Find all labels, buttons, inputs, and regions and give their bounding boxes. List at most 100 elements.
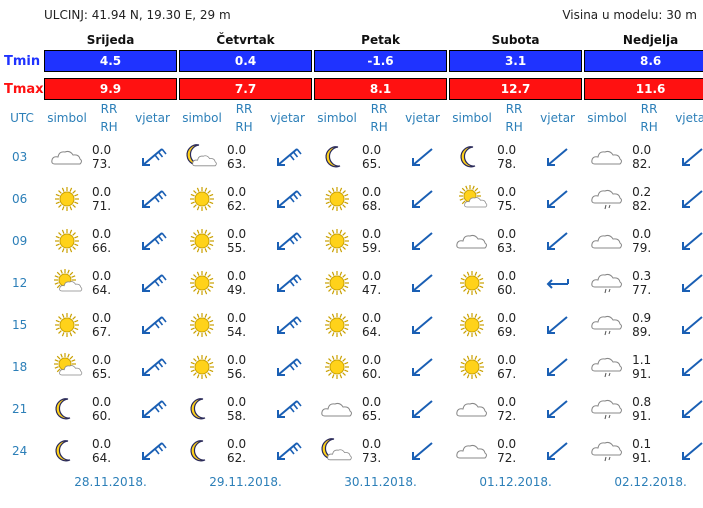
rr-rh-value: 0.0 60. [497,262,531,304]
rr-value: 0.0 [227,227,247,241]
wind-arrow-ne-icon [533,388,582,430]
rr-header: RR [370,102,388,116]
raincloud-icon [584,388,630,430]
rr-rh-header: RR RH [92,100,126,136]
cloud-icon [449,220,495,262]
rh-value: 78. [497,157,517,171]
tmax-value: 7.7 [179,78,313,100]
sun-icon [314,262,360,304]
rr-rh-value: 0.0 68. [362,178,396,220]
wind-arrow-nne-icon [128,262,177,304]
rr-value: 0.0 [92,311,112,325]
wind-arrow-nne-icon [128,430,177,472]
sun-icon [179,262,225,304]
rh-value: 82. [632,157,652,171]
day-date: 30.11.2018. [344,475,417,489]
wind-arrow-nne-icon [263,178,312,220]
forecast-row: 12 0.0 64. 0.0 49. 0.0 47. 0.0 60. 0.3 77. [2,262,703,304]
rh-header: RH [370,120,388,134]
rr-value: 0.0 [497,437,517,451]
cloud-icon [314,388,360,430]
rr-rh-value: 0.0 67. [92,304,126,346]
rh-value: 68. [362,199,382,213]
wind-arrow-ne-icon [668,430,703,472]
rr-value: 0.0 [632,227,652,241]
wind-arrow-ne-icon [533,136,582,178]
rr-value: 0.0 [497,269,517,283]
day-name: Subota [491,33,540,47]
moon-icon [449,136,495,178]
rr-value: 0.0 [92,437,112,451]
wind-header: vjetar [270,111,305,125]
forecast-row: 15 0.0 67. 0.0 54. 0.0 64. 0.0 69. 0.9 89. [2,304,703,346]
wind-arrow-ne-icon [533,304,582,346]
rr-rh-value: 0.0 65. [362,136,396,178]
rh-value: 73. [362,451,382,465]
wind-arrow-ne-icon [668,136,703,178]
rr-value: 0.0 [497,353,517,367]
utc-header: UTC [10,111,34,125]
rr-header: RR [505,102,523,116]
rr-value: 0.3 [632,269,652,283]
rr-rh-value: 0.0 73. [362,430,396,472]
rr-value: 0.0 [362,395,382,409]
wind-header: vjetar [540,111,575,125]
tmax-value: 8.1 [314,78,448,100]
rr-value: 0.0 [227,353,247,367]
rr-rh-value: 0.0 73. [92,136,126,178]
sun-icon [179,178,225,220]
wind-arrow-nne-icon [128,178,177,220]
rr-rh-value: 0.0 56. [227,346,261,388]
wind-arrow-e-icon [533,262,582,304]
rr-rh-value: 0.0 60. [92,388,126,430]
rh-value: 75. [497,199,517,213]
rh-value: 72. [497,409,517,423]
rh-value: 63. [497,241,517,255]
rr-value: 0.0 [92,227,112,241]
sun-icon [449,262,495,304]
rr-rh-value: 0.0 54. [227,304,261,346]
rh-value: 66. [92,241,112,255]
tmin-label: Tmin [2,50,42,72]
tmin-value: 4.5 [44,50,178,72]
rh-header: RH [640,120,658,134]
cloud-icon [449,430,495,472]
forecast-row: 03 0.0 73. 0.0 63. 0.0 65. 0.0 78. 0.0 82. [2,136,703,178]
rh-value: 67. [497,367,517,381]
rr-value: 0.0 [227,143,247,157]
rr-value: 0.0 [497,395,517,409]
wind-arrow-ne-icon [533,346,582,388]
rr-rh-value: 0.2 82. [632,178,666,220]
wind-arrow-nne-icon [128,220,177,262]
utc-hour: 12 [12,276,28,290]
rh-value: 73. [92,157,112,171]
rr-rh-value: 0.0 64. [92,430,126,472]
wind-arrow-nne-icon [263,262,312,304]
forecast-row: 06 0.0 71. 0.0 62. 0.0 68. 0.0 75. 0.2 82. [2,178,703,220]
rh-value: 67. [92,325,112,339]
rr-value: 0.0 [362,227,382,241]
rr-value: 1.1 [632,353,652,367]
wind-arrow-ne-icon [533,220,582,262]
rr-rh-value: 0.0 65. [92,346,126,388]
wind-arrow-ne-icon [668,220,703,262]
rr-header: RR [640,102,658,116]
utc-hour: 15 [12,318,28,332]
utc-hour: 09 [12,234,28,248]
day-name: Četvrtak [216,33,275,47]
wind-arrow-ne-icon [668,178,703,220]
wind-arrow-nne-icon [128,136,177,178]
wind-arrow-nne-icon [263,430,312,472]
rr-value: 0.0 [227,185,247,199]
rh-value: 60. [92,409,112,423]
rr-rh-value: 0.0 59. [362,220,396,262]
rh-value: 77. [632,283,652,297]
rr-rh-value: 0.0 62. [227,178,261,220]
tmax-value: 9.9 [44,78,178,100]
rh-value: 64. [92,451,112,465]
forecast-row: 21 0.0 60. 0.0 58. 0.0 65. 0.0 72. 0.8 91. [2,388,703,430]
cloud-icon [449,388,495,430]
utc-hour: 03 [12,150,28,164]
rh-value: 91. [632,367,652,381]
mooncloud-icon [314,430,360,472]
